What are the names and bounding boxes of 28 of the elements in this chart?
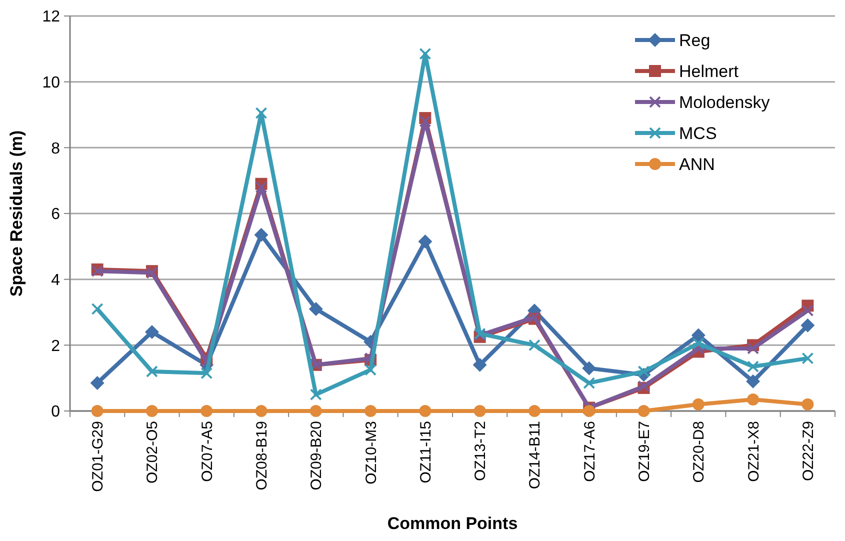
x-tick-label: OZ02-O5 <box>144 421 162 484</box>
x-tick-label: OZ19-E7 <box>636 421 653 482</box>
y-tick-label: 0 <box>51 404 60 421</box>
y-tick-label: 10 <box>42 74 60 92</box>
x-tick-label: OZ13-T2 <box>472 421 490 482</box>
legend-label: Reg <box>679 30 710 50</box>
y-axis-title: Space Residuals (m) <box>7 130 26 297</box>
x-tick-label: OZ11-I15 <box>417 421 434 484</box>
x-tick-label: OZ09-B20 <box>308 421 326 490</box>
y-tick-label: 4 <box>51 272 60 289</box>
y-tick-label: 6 <box>51 206 60 224</box>
x-tick-label: OZ20-D8 <box>690 421 708 483</box>
x-tick-label: OZ07-A5 <box>198 421 216 482</box>
legend-label: Molodensky <box>679 92 770 112</box>
x-tick-label: OZ08-B19 <box>254 421 270 490</box>
x-tick-label: OZ01-G29 <box>90 421 107 492</box>
x-tick-label: OZ14-B11 <box>526 421 544 490</box>
x-tick-label: OZ21-X8 <box>745 421 762 482</box>
legend-label: Helmert <box>679 62 739 81</box>
legend-label: MCS <box>679 124 717 143</box>
x-tick-label: OZ17-A6 <box>581 421 598 482</box>
x-tick-label: OZ10-M3 <box>362 421 380 484</box>
y-tick-label: 12 <box>42 8 60 26</box>
x-axis-title: Common Points <box>387 514 518 533</box>
y-tick-label: 8 <box>51 140 60 158</box>
legend-label: ANN <box>679 154 715 174</box>
x-tick-label: OZ22-Z9 <box>800 421 817 482</box>
y-tick-label: 2 <box>51 338 60 355</box>
